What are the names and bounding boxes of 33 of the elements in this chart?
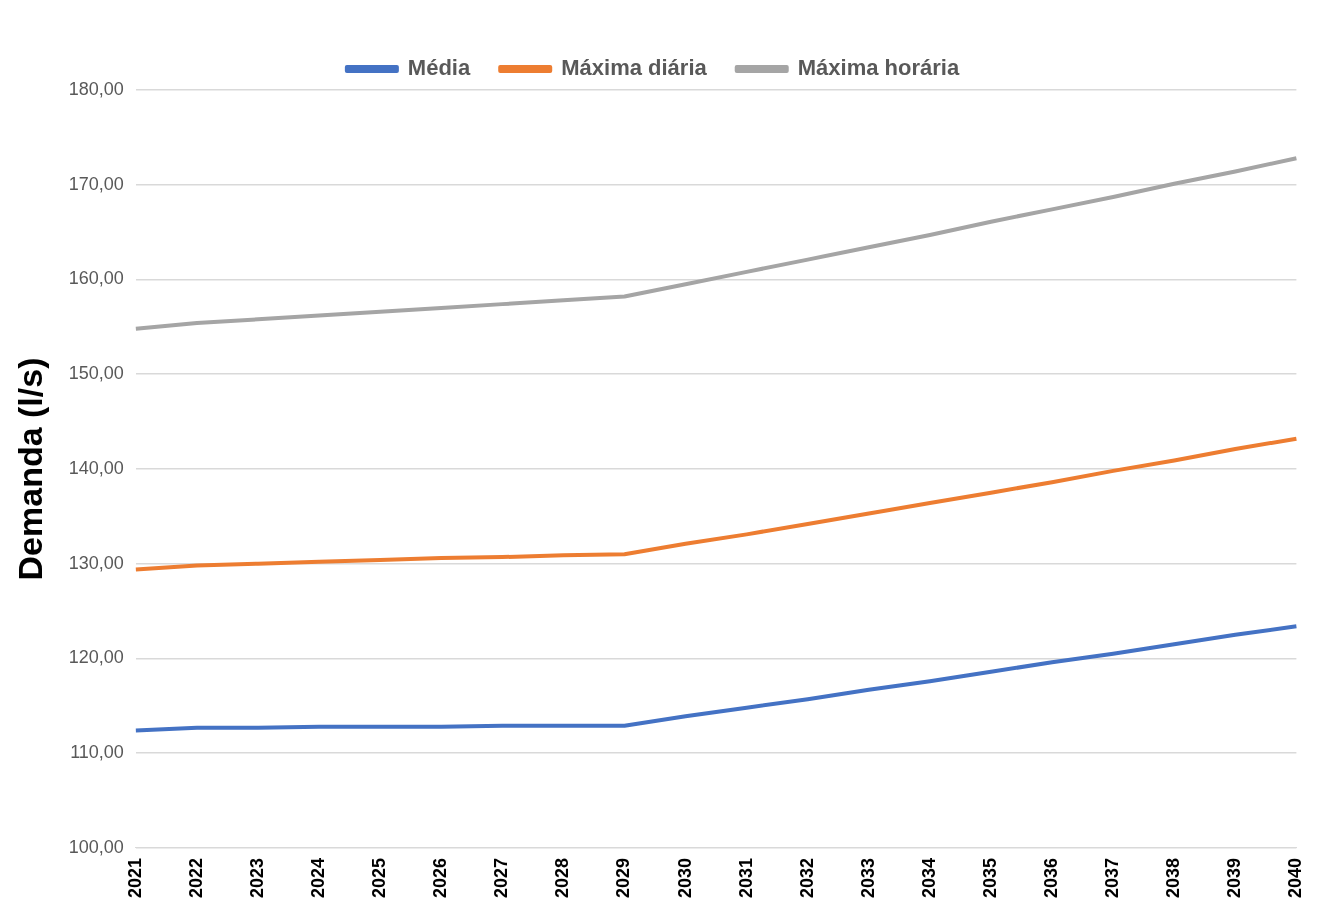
x-tick-label: 2032	[796, 857, 817, 898]
x-tick-label: 2021	[124, 857, 145, 898]
x-tick-label: 2039	[1224, 857, 1245, 898]
x-tick-label: 2022	[185, 857, 206, 898]
x-tick-label: 2040	[1285, 857, 1306, 898]
x-tick-label: 2034	[918, 857, 939, 898]
y-tick-label: 110,00	[70, 742, 124, 763]
y-axis-title: Demanda (l/s)	[10, 357, 49, 581]
x-tick-label: 2037	[1102, 857, 1123, 898]
x-tick-label: 2023	[246, 857, 267, 898]
x-tick-label: 2027	[491, 857, 512, 898]
x-tick-label: 2024	[308, 857, 329, 898]
x-tick-label: 2028	[552, 857, 573, 898]
y-tick-label: 120,00	[68, 647, 124, 668]
y-tick-label: 130,00	[68, 552, 124, 573]
x-tick-label: 2030	[674, 857, 695, 898]
x-tick-label: 2036	[1041, 857, 1062, 898]
y-tick-label: 180,00	[68, 78, 124, 99]
legend-label: Média	[407, 55, 471, 81]
y-tick-label: 160,00	[68, 268, 124, 289]
x-tick-label: 2031	[735, 857, 756, 898]
x-tick-label: 2025	[369, 857, 390, 898]
y-tick-label: 170,00	[68, 173, 124, 194]
legend-label: Máxima horária	[797, 55, 960, 81]
x-tick-label: 2029	[613, 857, 634, 898]
y-tick-label: 140,00	[68, 457, 124, 478]
x-tick-label: 2033	[857, 857, 878, 898]
x-tick-label: 2038	[1163, 857, 1184, 898]
x-tick-label: 2026	[430, 857, 451, 898]
y-tick-label: 100,00	[68, 836, 124, 857]
y-tick-label: 150,00	[68, 363, 124, 384]
legend-label: Máxima diária	[561, 55, 708, 81]
x-tick-label: 2035	[979, 857, 1000, 898]
